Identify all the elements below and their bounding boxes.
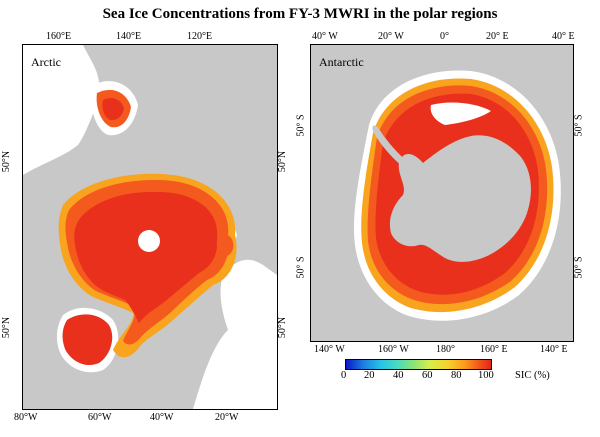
antarctic-right-tick: 50° S — [573, 256, 585, 279]
colorbar-tick: 0 — [341, 370, 347, 381]
arctic-ice-baltic — [216, 233, 234, 257]
arctic-right-tick: 50°N — [277, 316, 289, 339]
antarctic-peninsula — [372, 125, 407, 167]
antarctic-continent — [389, 135, 531, 262]
arctic-bottom-tick: 80°W — [14, 412, 38, 423]
arctic-left-tick: 50°N — [1, 316, 13, 339]
colorbar-tick: 100 — [478, 370, 494, 381]
colorbar-tick: 20 — [364, 370, 375, 381]
antarctic-bottom-tick: 180° — [436, 344, 455, 355]
arctic-top-tick: 140°E — [116, 31, 142, 42]
antarctic-bottom-tick: 160° E — [480, 344, 508, 355]
arctic-ocean-atlantic — [193, 259, 277, 409]
antarctic-bottom-tick: 140° E — [540, 344, 568, 355]
arctic-bottom-tick: 40°W — [150, 412, 174, 423]
arctic-left-tick: 50°N — [1, 150, 13, 173]
arctic-label: Arctic — [31, 55, 61, 69]
antarctic-left-tick: 50° S — [295, 114, 307, 137]
arctic-bottom-tick: 60°W — [88, 412, 112, 423]
arctic-ice-okhotsk-core — [102, 98, 124, 121]
arctic-map-panel: Arctic — [22, 44, 278, 410]
antarctic-bottom-tick: 140° W — [314, 344, 345, 355]
antarctic-top-tick: 40° W — [312, 31, 338, 42]
antarctic-right-tick: 50° S — [573, 114, 585, 137]
arctic-map — [23, 45, 277, 409]
colorbar-unit-label: SIC (%) — [515, 370, 550, 381]
antarctic-label: Antarctic — [319, 55, 364, 69]
arctic-pole-hole — [138, 230, 160, 252]
arctic-top-tick: 120°E — [187, 31, 213, 42]
antarctic-weddell-gap — [430, 102, 491, 125]
antarctic-top-tick: 20° W — [378, 31, 404, 42]
colorbar-tick: 40 — [393, 370, 404, 381]
antarctic-top-tick: 20° E — [486, 31, 509, 42]
antarctic-top-tick: 40° E — [552, 31, 575, 42]
sic-colorbar — [345, 359, 492, 370]
arctic-bottom-tick: 20°W — [215, 412, 239, 423]
arctic-ice-core — [74, 191, 218, 323]
colorbar-tick: 80 — [451, 370, 462, 381]
arctic-right-tick: 50°N — [277, 150, 289, 173]
arctic-ocean-pacific — [23, 45, 100, 175]
antarctic-left-tick: 50° S — [295, 256, 307, 279]
figure-title: Sea Ice Concentrations from FY-3 MWRI in… — [102, 6, 498, 22]
antarctic-bottom-tick: 160° W — [378, 344, 409, 355]
antarctic-map-panel: Antarctic — [310, 44, 574, 342]
antarctic-map — [311, 45, 573, 341]
arctic-top-tick: 160°E — [46, 31, 72, 42]
arctic-ice-hudson — [62, 314, 113, 366]
colorbar-tick: 60 — [422, 370, 433, 381]
antarctic-top-tick: 0° — [440, 31, 449, 42]
